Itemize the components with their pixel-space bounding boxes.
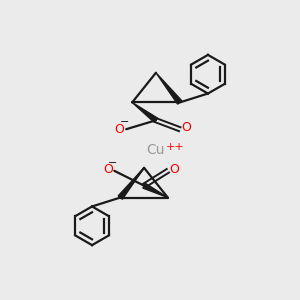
Text: −: −: [120, 117, 129, 127]
Polygon shape: [156, 73, 182, 104]
Polygon shape: [143, 183, 168, 198]
Text: Cu: Cu: [147, 143, 165, 157]
Text: ++: ++: [166, 142, 184, 152]
Text: O: O: [169, 163, 179, 176]
Text: O: O: [115, 123, 124, 136]
Text: −: −: [108, 158, 118, 168]
Polygon shape: [132, 102, 158, 122]
Text: O: O: [181, 121, 191, 134]
Polygon shape: [118, 168, 144, 199]
Text: O: O: [103, 163, 113, 176]
